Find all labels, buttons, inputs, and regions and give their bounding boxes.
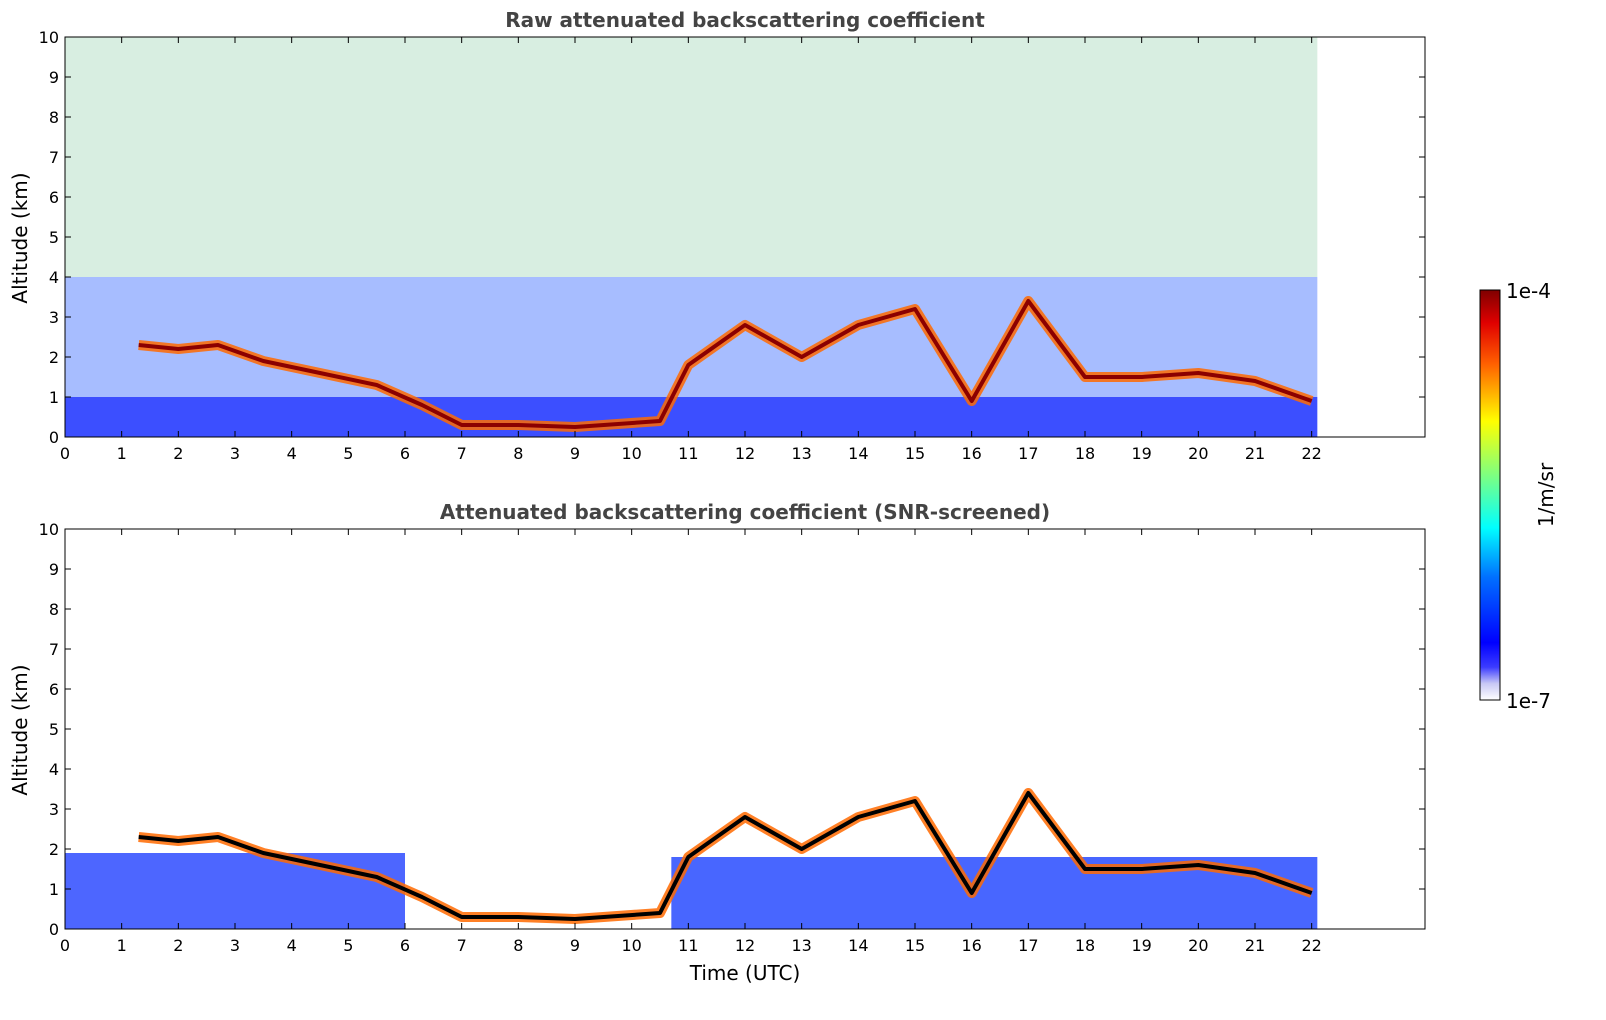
- y-axis-label: Altitude (km): [8, 172, 32, 303]
- colorbar: 1e-4 1e-7 1/m/sr: [1479, 279, 1558, 713]
- plot-area: 0 1 2 3 4 5 6 7 8 9 10 11 12 13 14 15 16 17 18 19 20 21 220123…: [39, 28, 1426, 463]
- x-tick-label: 12: [735, 444, 755, 463]
- y-tick-label: 0: [49, 920, 59, 939]
- x-tick-label: 15: [905, 444, 925, 463]
- y-tick-label: 4: [49, 760, 59, 779]
- y-tick-label: 7: [49, 640, 59, 659]
- x-tick-label: 16: [961, 936, 981, 955]
- x-tick-label: 20: [1188, 936, 1208, 955]
- x-tick-label: 19: [1131, 444, 1151, 463]
- x-tick-label: 21: [1245, 936, 1265, 955]
- x-tick-label: 3: [230, 444, 240, 463]
- plot-area: 0 1 2 3 4 5 6 7 8 9 10 11 12 13 14 15 16 17 18 19 20 21 220123…: [39, 520, 1426, 955]
- chart-title: Raw attenuated backscattering coefficien…: [505, 8, 985, 32]
- x-tick-label: 9: [570, 444, 580, 463]
- boundary-layer-field: [65, 397, 1318, 437]
- x-tick-label: 11: [678, 936, 698, 955]
- y-tick-label: 10: [39, 520, 59, 539]
- boundary-layer-field: [65, 853, 405, 929]
- x-tick-label: 1: [117, 936, 127, 955]
- x-tick-label: 14: [848, 936, 868, 955]
- y-tick-label: 5: [49, 720, 59, 739]
- x-tick-label: 22: [1301, 936, 1321, 955]
- y-tick-label: 1: [49, 388, 59, 407]
- y-tick-label: 3: [49, 308, 59, 327]
- y-axis-label: Altitude (km): [8, 664, 32, 795]
- colorbar-max-label: 1e-4: [1506, 279, 1551, 303]
- x-tick-label: 15: [905, 936, 925, 955]
- x-tick-label: 5: [343, 444, 353, 463]
- y-tick-label: 10: [39, 28, 59, 47]
- x-tick-label: 6: [400, 444, 410, 463]
- x-tick-label: 18: [1075, 936, 1095, 955]
- x-tick-label: 13: [791, 936, 811, 955]
- chart-title: Attenuated backscattering coefficient (S…: [440, 500, 1050, 524]
- x-tick-label: 7: [457, 444, 467, 463]
- x-tick-label: 18: [1075, 444, 1095, 463]
- x-tick-label: 1: [117, 444, 127, 463]
- snr-screened-panel: Attenuated backscattering coefficient (S…: [8, 500, 1426, 985]
- x-tick-label: 16: [961, 444, 981, 463]
- x-tick-label: 17: [1018, 444, 1038, 463]
- x-axis-label: Time (UTC): [689, 961, 801, 985]
- y-tick-label: 7: [49, 148, 59, 167]
- cloud-layer-line: [138, 791, 1313, 921]
- x-tick-label: 22: [1301, 444, 1321, 463]
- x-tick-label: 12: [735, 936, 755, 955]
- x-tick-label: 14: [848, 444, 868, 463]
- raw-backscatter-panel: Raw attenuated backscattering coefficien…: [8, 8, 1426, 463]
- y-tick-label: 8: [49, 108, 59, 127]
- x-tick-label: 5: [343, 936, 353, 955]
- x-tick-label: 11: [678, 444, 698, 463]
- y-tick-label: 9: [49, 560, 59, 579]
- x-tick-label: 21: [1245, 444, 1265, 463]
- colorbar-min-label: 1e-7: [1506, 689, 1551, 713]
- colorbar-gradient: [1479, 289, 1501, 701]
- colorbar-unit-label: 1/m/sr: [1534, 462, 1558, 527]
- x-tick-label: 9: [570, 936, 580, 955]
- y-tick-label: 2: [49, 348, 59, 367]
- x-tick-label: 7: [457, 936, 467, 955]
- x-tick-label: 6: [400, 936, 410, 955]
- x-tick-label: 4: [287, 936, 297, 955]
- x-tick-label: 13: [791, 444, 811, 463]
- x-tick-label: 2: [173, 444, 183, 463]
- y-tick-label: 6: [49, 188, 59, 207]
- y-tick-label: 4: [49, 268, 59, 287]
- x-tick-label: 10: [621, 936, 641, 955]
- y-tick-label: 3: [49, 800, 59, 819]
- x-tick-label: 0: [60, 936, 70, 955]
- x-tick-label: 2: [173, 936, 183, 955]
- x-tick-label: 8: [513, 936, 523, 955]
- x-tick-label: 4: [287, 444, 297, 463]
- y-tick-label: 9: [49, 68, 59, 87]
- x-tick-label: 3: [230, 936, 240, 955]
- y-tick-label: 6: [49, 680, 59, 699]
- upper-noise-field: [65, 37, 1318, 277]
- y-tick-label: 0: [49, 428, 59, 447]
- x-tick-label: 10: [621, 444, 641, 463]
- x-tick-label: 19: [1131, 936, 1151, 955]
- y-tick-label: 1: [49, 880, 59, 899]
- x-tick-label: 0: [60, 444, 70, 463]
- y-tick-label: 2: [49, 840, 59, 859]
- x-tick-label: 20: [1188, 444, 1208, 463]
- y-tick-label: 8: [49, 600, 59, 619]
- x-tick-label: 8: [513, 444, 523, 463]
- x-tick-label: 17: [1018, 936, 1038, 955]
- cloud-layer-line: [138, 299, 1313, 429]
- y-tick-label: 5: [49, 228, 59, 247]
